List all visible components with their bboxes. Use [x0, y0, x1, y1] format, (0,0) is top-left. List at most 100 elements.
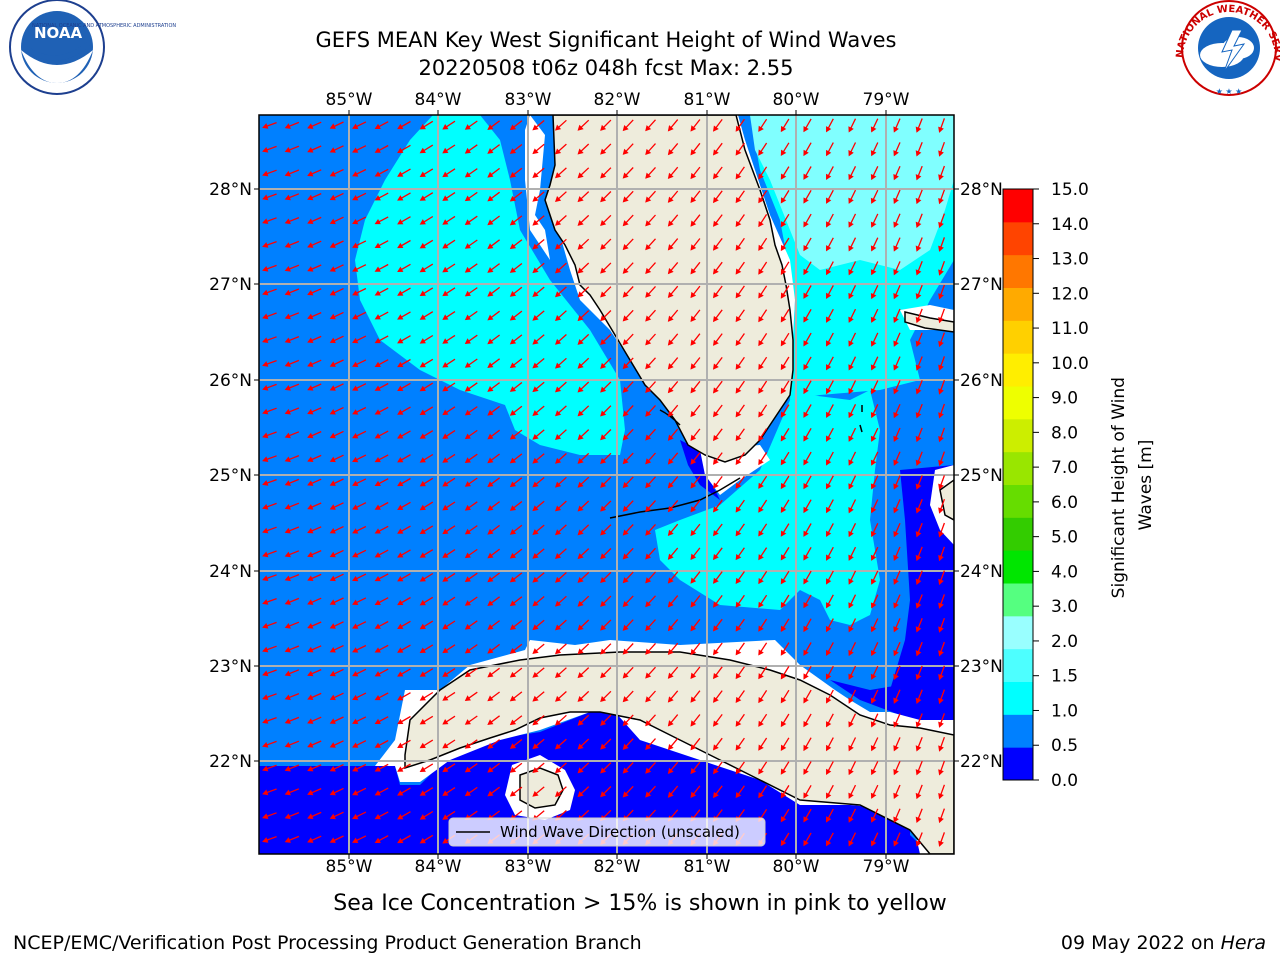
wind-arrow-head [262, 289, 269, 296]
wind-arrow-head [893, 507, 899, 514]
wind-arrow-head [600, 696, 607, 703]
wind-arrow-head [600, 267, 607, 274]
wind-arrow-head [826, 625, 832, 633]
wind-arrow-head [780, 673, 787, 680]
colorbar-segment [1003, 254, 1033, 288]
wind-arrow-head [555, 362, 562, 369]
wind-arrow-head [870, 340, 877, 347]
wind-arrow-head [893, 578, 899, 585]
wind-arrow-head [622, 267, 629, 274]
wind-arrow-head [284, 742, 291, 748]
wind-arrow-head [577, 505, 584, 512]
wind-arrow-head [262, 432, 269, 439]
wind-arrow-head [870, 768, 877, 776]
wind-arrow-head [622, 339, 629, 346]
wind-arrow-head [758, 411, 764, 418]
wind-arrow-head [329, 361, 336, 367]
wind-arrow-head [307, 266, 314, 272]
wind-arrow-head [419, 576, 426, 582]
colorbar-segment [1003, 451, 1033, 485]
wind-arrow-head [329, 266, 336, 272]
wind-arrow-head [667, 791, 674, 798]
wind-arrow-head [487, 148, 494, 154]
wind-arrow-head [712, 363, 719, 370]
wind-arrow-head [758, 197, 764, 204]
wind-arrow-head [600, 386, 607, 393]
wind-arrow-head [893, 150, 899, 157]
wind-arrow-head [712, 315, 719, 323]
wind-arrow-head [442, 695, 449, 701]
wind-arrow-head [577, 410, 584, 417]
wind-arrow-head [600, 148, 607, 155]
wind-arrow-head [780, 221, 787, 228]
wind-arrow-head [307, 575, 314, 582]
wind-arrow-head [915, 840, 922, 847]
wind-arrow-head [870, 126, 877, 133]
wind-arrow-head [509, 481, 517, 488]
wind-arrow-head [374, 195, 381, 201]
wind-arrow-head [667, 720, 674, 727]
wind-arrow-head [826, 768, 832, 776]
wind-arrow-head [555, 529, 562, 536]
wind-arrow-head [758, 316, 764, 323]
wind-arrow-head [352, 742, 359, 748]
wind-arrow-head [712, 530, 719, 537]
wind-arrow-head [464, 766, 471, 773]
wind-arrow-head [419, 742, 426, 749]
wind-arrow-head [690, 220, 697, 227]
wind-arrow-head [600, 362, 607, 369]
wind-arrow-head [487, 219, 494, 226]
wind-arrow-head [803, 173, 809, 180]
wind-arrow-head [758, 458, 764, 466]
wind-arrow-head [712, 720, 719, 727]
wind-arrow-head [419, 718, 426, 725]
wind-arrow-head [938, 507, 944, 514]
wind-arrow-head [555, 672, 562, 678]
wind-arrow-head [622, 220, 629, 227]
wind-arrow-head [284, 813, 291, 820]
wind-arrow-head [915, 293, 922, 300]
wind-arrow-head [712, 577, 719, 584]
wind-arrow-head [893, 840, 899, 847]
wind-arrow-head [870, 245, 877, 252]
wind-arrow-head [262, 503, 269, 510]
wind-arrow-head [803, 268, 809, 276]
title-line-2: 20220508 t06z 048h fcst Max: 2.55 [418, 56, 794, 80]
wind-arrow-head [419, 171, 426, 178]
wind-arrow-head [442, 219, 449, 225]
wind-arrow-head [938, 293, 944, 300]
wind-arrow-head [307, 313, 314, 320]
wind-arrow-head [938, 745, 944, 752]
colorbar-tick-label: 0.5 [1051, 736, 1078, 756]
wind-arrow-head [555, 457, 562, 464]
wind-arrow-head [329, 408, 336, 415]
wind-arrow-head [397, 790, 404, 796]
lat-label: 27°N [960, 275, 1003, 295]
wind-arrow-head [870, 697, 877, 704]
wind-arrow-head [374, 790, 381, 796]
wind-arrow-head [532, 671, 539, 678]
wind-arrow-head [870, 673, 877, 680]
wind-arrow-head [893, 483, 899, 490]
wind-arrow-head [262, 218, 269, 225]
wind-arrow-head [509, 743, 517, 749]
wind-arrow-head [352, 528, 359, 534]
wind-arrow-head [758, 768, 764, 775]
wind-arrow-head [464, 623, 471, 630]
wind-arrow-head [735, 506, 742, 513]
wind-arrow-head [735, 244, 742, 251]
lon-label: 80°W [773, 857, 820, 877]
wind-arrow-head [870, 364, 877, 371]
wind-arrow-head [442, 243, 449, 249]
wind-arrow-head [555, 553, 562, 559]
wind-arrow-head [667, 458, 674, 465]
wind-arrow-head [600, 743, 607, 750]
wind-arrow-head [307, 527, 314, 534]
wind-arrow-head [667, 529, 674, 537]
wind-arrow-head [307, 718, 314, 724]
wind-arrow-head [600, 315, 607, 322]
wind-arrow-head [464, 504, 471, 511]
wind-arrow-head [284, 337, 291, 344]
wind-arrow-head [803, 197, 809, 204]
wind-arrow-head [487, 552, 494, 559]
